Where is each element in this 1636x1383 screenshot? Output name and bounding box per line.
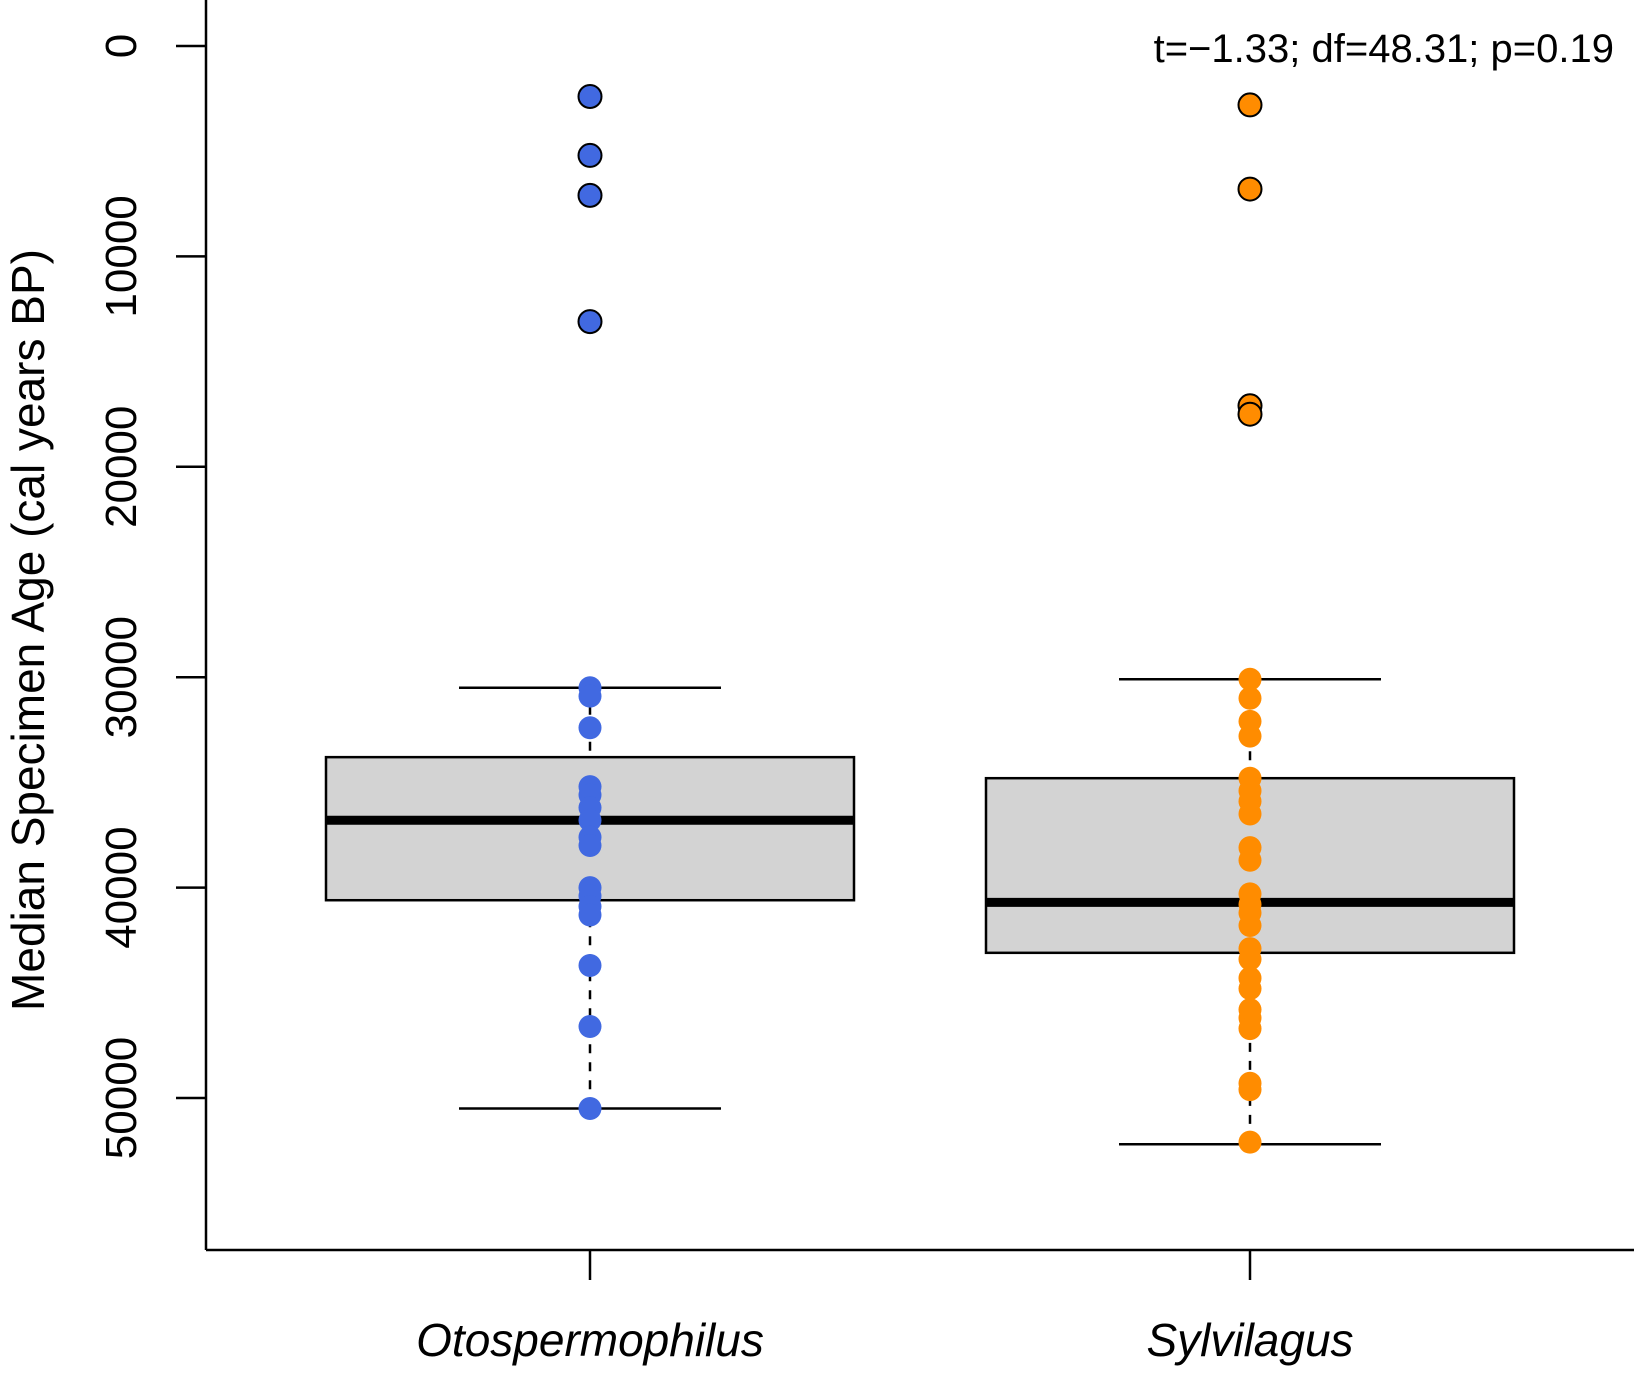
otospermophilus-point-17 [578, 953, 602, 977]
sylvilagus-point-1 [1237, 176, 1263, 202]
otospermophilus-point-16 [578, 903, 602, 927]
sylvilagus-point-17 [1238, 913, 1262, 937]
sylvilagus-point-4 [1238, 667, 1262, 691]
boxes [324, 678, 1516, 1146]
otospermophilus-point-19 [578, 1097, 602, 1121]
y-tick-label-0: 0 [97, 34, 146, 58]
sylvilagus-point-21 [1238, 977, 1262, 1001]
otospermophilus-point-5 [578, 684, 602, 708]
sylvilagus-point-24 [1238, 1017, 1262, 1041]
sylvilagus-point-13 [1238, 848, 1262, 872]
y-tick-label-50000: 50000 [97, 1037, 146, 1159]
sylvilagus-point-0 [1237, 92, 1263, 118]
t-test-annotation: t=−1.33; df=48.31; p=0.19 [1154, 27, 1614, 71]
otospermophilus-point-12 [578, 834, 602, 858]
data-points [577, 83, 1263, 1154]
sylvilagus-point-5 [1238, 686, 1262, 710]
otospermophilus-point-0 [577, 83, 603, 109]
y-tick-label-10000: 10000 [97, 195, 146, 317]
sylvilagus-point-3 [1237, 401, 1263, 427]
y-tick-label-20000: 20000 [97, 406, 146, 528]
sylvilagus-point-26 [1238, 1078, 1262, 1102]
otospermophilus-point-3 [577, 309, 603, 335]
otospermophilus-point-6 [578, 716, 602, 740]
x-category-label-otospermophilus: Otospermophilus [416, 1314, 764, 1366]
y-tick-label-40000: 40000 [97, 826, 146, 948]
sylvilagus-point-27 [1238, 1130, 1262, 1154]
otospermophilus-point-18 [578, 1014, 602, 1038]
y-axis-title: Median Specimen Age (cal years BP) [2, 249, 54, 1011]
otospermophilus-point-2 [577, 182, 603, 208]
y-tick-label-30000: 30000 [97, 616, 146, 738]
otospermophilus-point-1 [577, 142, 603, 168]
x-category-label-sylvilagus: Sylvilagus [1146, 1314, 1353, 1366]
x-axis: Otospermophilus Sylvilagus [416, 1250, 1354, 1366]
sylvilagus-point-7 [1238, 724, 1262, 748]
otospermophilus-point-10 [578, 808, 602, 832]
y-axis-ticks: 0 10000 20000 30000 40000 50000 [97, 34, 206, 1159]
sylvilagus-point-11 [1238, 802, 1262, 826]
sylvilagus-point-19 [1238, 947, 1262, 971]
